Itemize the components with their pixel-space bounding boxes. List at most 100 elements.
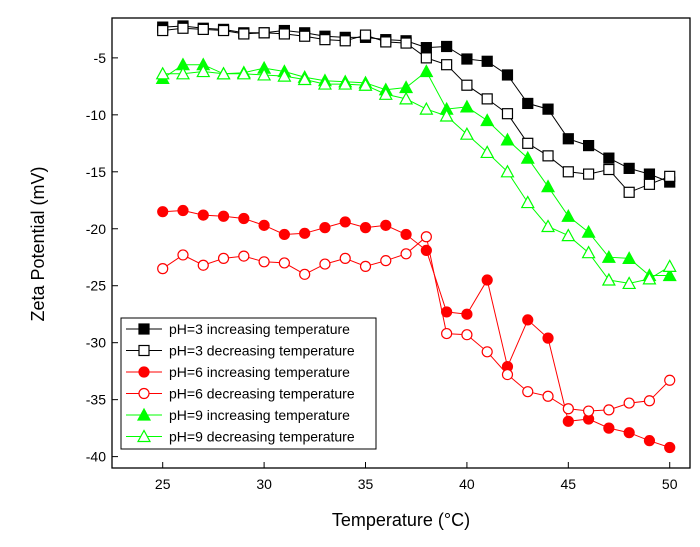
legend-label: pH=6 decreasing temperature — [169, 386, 355, 402]
data-point — [664, 441, 676, 454]
data-point — [277, 68, 292, 82]
data-point — [601, 272, 616, 286]
data-point — [297, 72, 312, 86]
legend-item: pH=9 decreasing temperature — [126, 429, 355, 445]
legend-marker — [138, 387, 150, 400]
legend-item: pH=3 increasing temperature — [126, 321, 350, 337]
data-point — [542, 332, 554, 344]
data-point — [441, 40, 453, 53]
data-point — [520, 195, 535, 209]
legend-marker — [136, 429, 152, 443]
data-point — [258, 219, 270, 231]
data-point — [278, 28, 290, 40]
data-point — [481, 274, 493, 286]
data-point — [419, 64, 434, 78]
series-5 — [155, 57, 677, 282]
legend-label: pH=9 decreasing temperature — [169, 429, 355, 445]
data-point — [380, 36, 392, 48]
data-point — [177, 204, 189, 217]
legend-label: pH=6 increasing temperature — [169, 364, 350, 380]
series-6 — [155, 64, 677, 290]
data-point — [217, 210, 230, 222]
x-tick-label: 45 — [561, 476, 577, 492]
data-point — [299, 30, 311, 42]
data-point — [319, 222, 331, 234]
y-tick-label: -25 — [86, 278, 106, 294]
data-point — [400, 37, 412, 49]
legend-marker — [136, 407, 152, 421]
data-point — [461, 53, 473, 65]
data-point — [319, 258, 331, 270]
data-point — [177, 249, 189, 261]
data-point — [359, 222, 372, 234]
data-point — [561, 228, 576, 242]
data-point — [542, 103, 554, 115]
data-point — [400, 228, 412, 241]
legend-item: pH=9 increasing temperature — [126, 407, 350, 423]
y-tick-label: -35 — [86, 392, 106, 408]
data-point — [420, 52, 432, 64]
series-2 — [157, 22, 676, 198]
data-point — [278, 257, 290, 269]
y-tick-label: -5 — [94, 50, 107, 66]
data-point — [197, 259, 209, 271]
data-point — [359, 260, 372, 272]
series-3 — [157, 204, 676, 454]
data-point — [197, 209, 209, 221]
data-point — [441, 327, 453, 340]
x-tick-label: 25 — [155, 476, 171, 492]
data-point — [399, 80, 414, 94]
data-point — [481, 55, 493, 67]
data-point — [236, 66, 251, 80]
data-point — [522, 386, 534, 398]
data-point — [461, 79, 473, 91]
series-4 — [157, 231, 676, 417]
data-point — [623, 186, 635, 198]
data-point — [622, 276, 637, 290]
data-point — [238, 212, 250, 225]
data-point — [662, 268, 677, 282]
data-point — [581, 245, 596, 259]
plot-frame — [111, 17, 691, 469]
y-tick-label: -40 — [86, 449, 106, 465]
data-point — [501, 108, 514, 120]
data-point — [582, 139, 595, 152]
y-axis-label: Zeta Potential (mV) — [28, 166, 48, 321]
data-point — [480, 113, 495, 127]
data-point — [461, 329, 473, 341]
x-tick-label: 30 — [256, 476, 272, 492]
data-point — [662, 259, 677, 272]
data-point — [196, 64, 211, 78]
data-point — [319, 34, 331, 46]
data-point — [238, 28, 250, 40]
data-point — [623, 162, 635, 174]
data-point — [520, 150, 535, 164]
series-line — [162, 27, 670, 193]
data-point — [642, 271, 657, 285]
data-point — [622, 251, 637, 264]
data-point — [522, 137, 534, 149]
data-point — [175, 66, 190, 80]
data-point — [522, 97, 534, 110]
data-point — [217, 24, 230, 37]
data-point — [439, 108, 454, 122]
x-axis-ticks: 25 30 35 40 45 50 — [155, 462, 678, 492]
data-point — [664, 170, 676, 182]
data-point — [480, 145, 495, 159]
data-point — [643, 395, 656, 407]
data-point — [623, 397, 635, 409]
y-tick-label: -10 — [86, 107, 106, 123]
legend-item: pH=6 decreasing temperature — [126, 386, 355, 402]
legend-box — [120, 317, 377, 450]
legend-label: pH=3 increasing temperature — [169, 321, 350, 337]
data-point — [500, 164, 515, 178]
data-point — [582, 405, 595, 417]
y-tick-label: -15 — [86, 164, 106, 180]
data-point — [339, 252, 351, 264]
data-point — [441, 59, 453, 71]
data-point — [461, 308, 473, 320]
data-point — [380, 255, 392, 267]
data-point — [541, 179, 556, 193]
data-point — [155, 66, 170, 80]
